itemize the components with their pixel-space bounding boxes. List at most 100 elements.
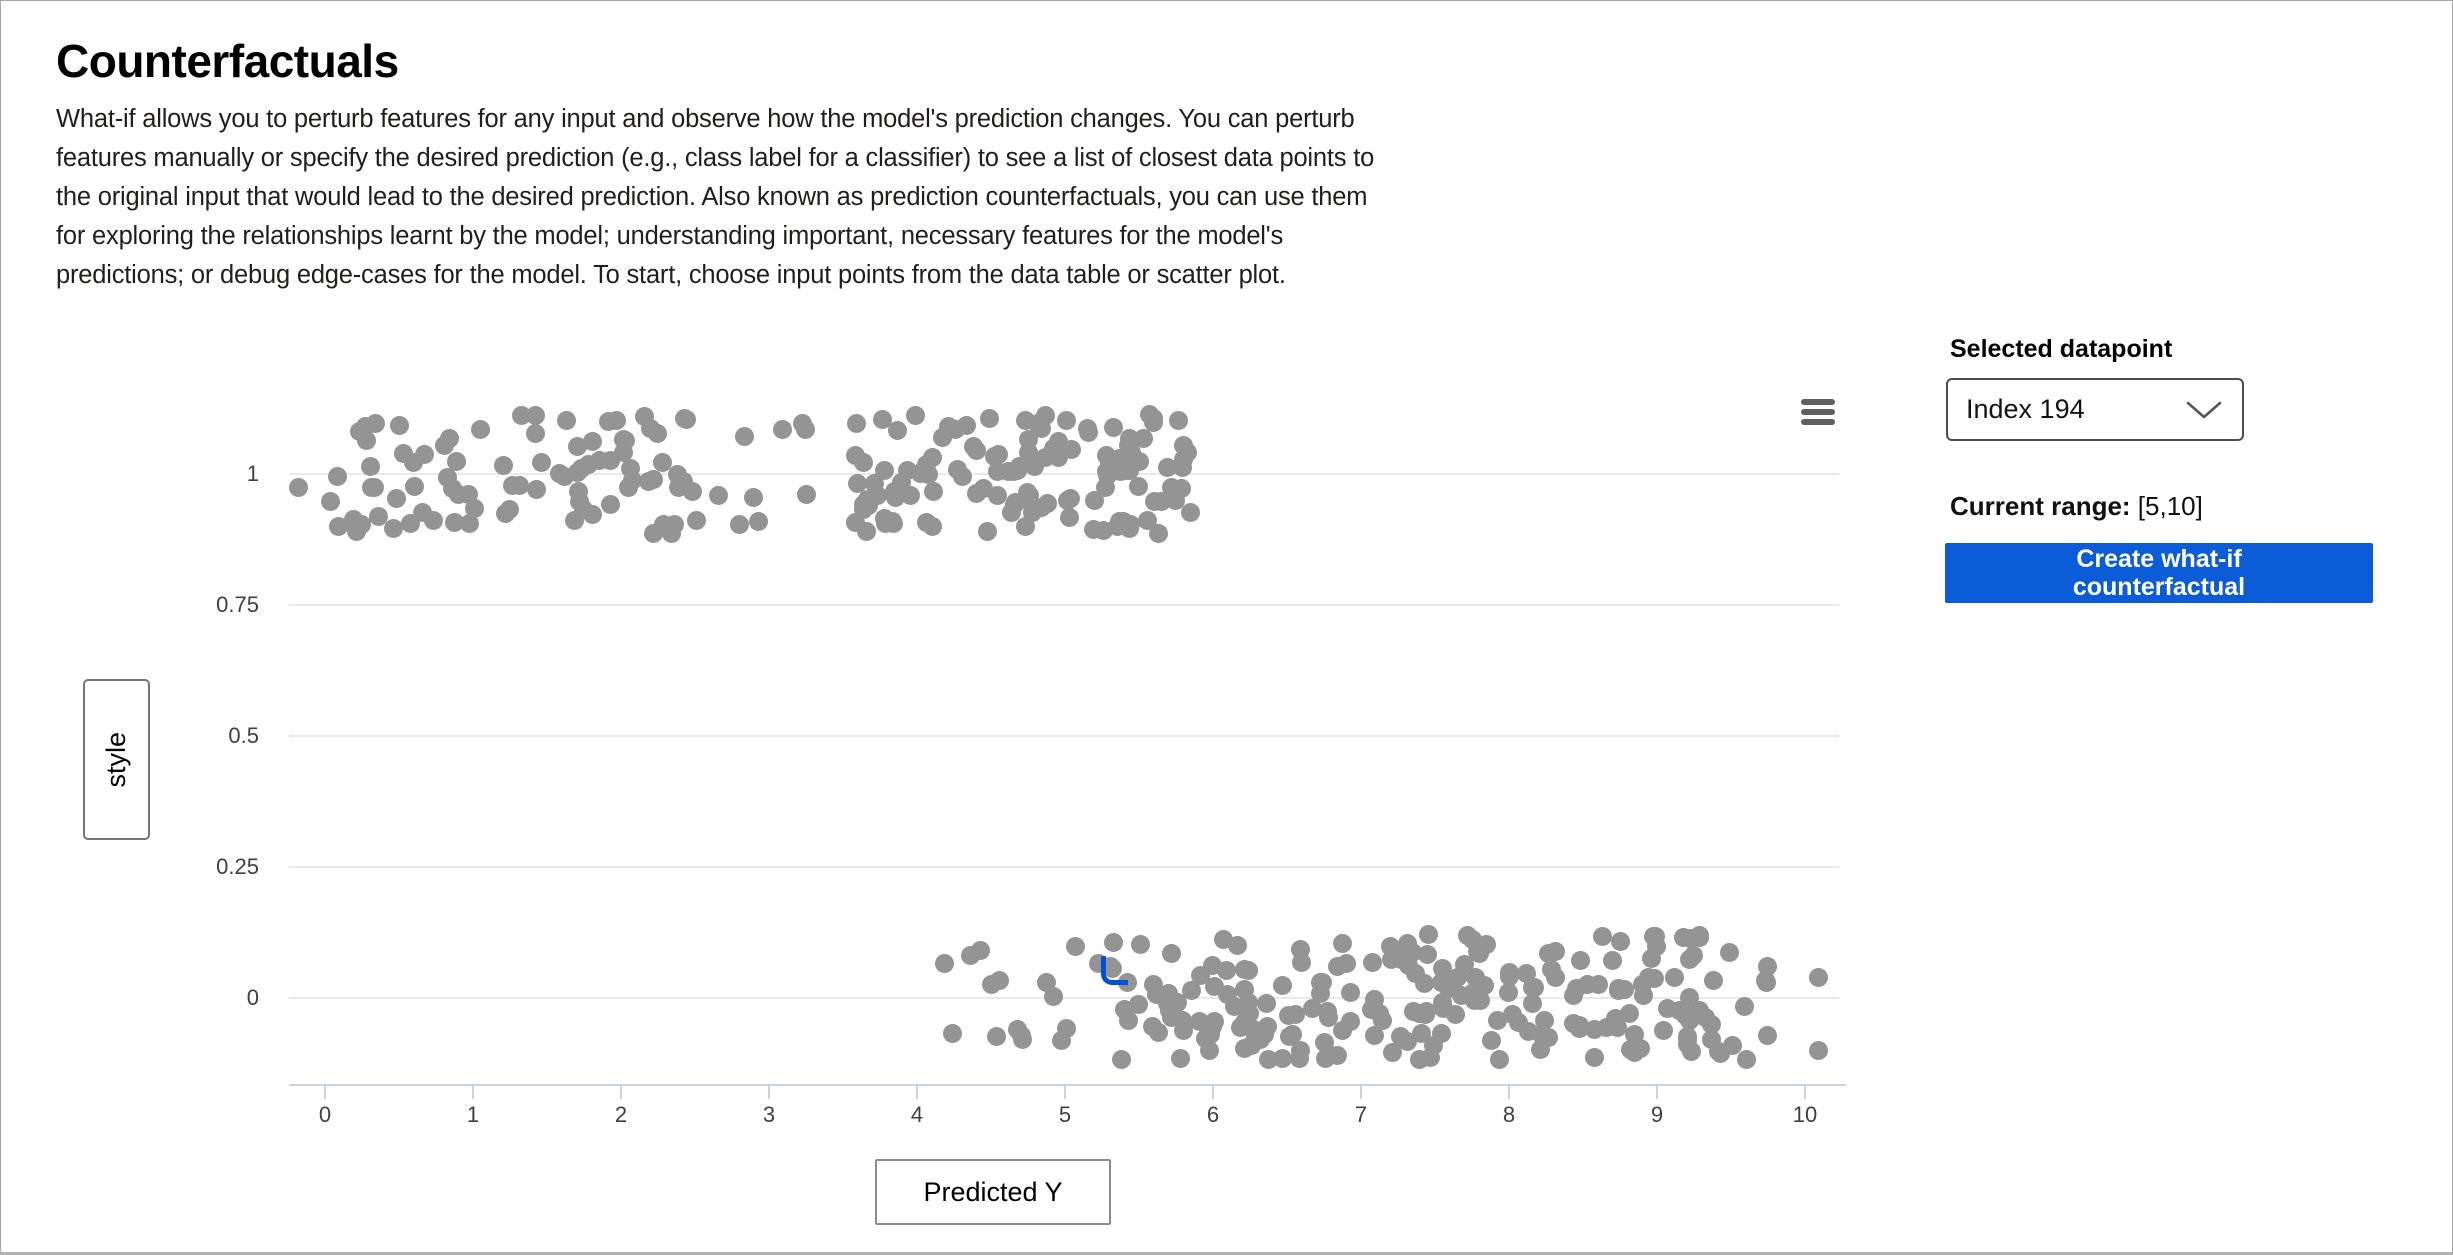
data-point[interactable] [875,461,895,481]
data-point[interactable] [1701,1014,1721,1034]
data-point[interactable] [1134,429,1154,449]
data-point[interactable] [1808,967,1828,987]
data-point[interactable] [567,436,587,456]
data-point[interactable] [1409,1049,1429,1069]
data-point[interactable] [1083,520,1103,540]
data-point[interactable] [526,405,546,425]
data-point[interactable] [532,453,552,473]
data-point[interactable] [1189,1012,1209,1032]
data-point[interactable] [1615,980,1635,1000]
data-point[interactable] [1466,968,1486,988]
data-point[interactable] [1272,976,1292,996]
data-point[interactable] [1116,461,1136,481]
data-point[interactable] [1403,943,1423,963]
data-point[interactable] [1217,961,1237,981]
data-point[interactable] [369,507,389,527]
data-point[interactable] [986,1026,1006,1046]
data-point[interactable] [1036,973,1056,993]
data-point[interactable] [923,448,943,468]
data-point[interactable] [1664,967,1684,987]
data-point[interactable] [989,971,1009,991]
data-point[interactable] [653,453,673,473]
y-axis-label-button[interactable]: style [83,679,150,840]
data-point[interactable] [565,510,585,530]
data-point[interactable] [1736,1049,1756,1069]
data-point[interactable] [1100,453,1120,473]
data-point[interactable] [1015,517,1035,537]
data-point[interactable] [1758,1026,1778,1046]
data-point[interactable] [1597,1018,1617,1038]
data-point[interactable] [1128,476,1148,496]
data-point[interactable] [1104,417,1124,437]
data-point[interactable] [1340,1012,1360,1032]
data-point[interactable] [1538,1028,1558,1048]
data-point[interactable] [1409,1004,1429,1024]
data-point[interactable] [1657,999,1677,1019]
data-point[interactable] [509,476,529,496]
data-point[interactable] [1181,502,1200,522]
data-point[interactable] [1018,430,1038,450]
data-point[interactable] [1457,926,1477,946]
data-point[interactable] [857,522,877,542]
data-point[interactable] [1290,1041,1310,1061]
data-point[interactable] [459,513,479,533]
data-point[interactable] [1432,992,1452,1012]
data-point[interactable] [1169,410,1189,430]
data-point[interactable] [1065,936,1085,956]
data-point[interactable] [550,463,570,483]
data-point[interactable] [1535,1010,1555,1030]
data-point[interactable] [499,499,519,519]
data-point[interactable] [948,460,968,480]
data-point[interactable] [859,495,878,515]
data-point[interactable] [445,512,465,532]
data-point[interactable] [1319,1008,1339,1028]
data-point[interactable] [1571,951,1591,971]
data-point[interactable] [1610,931,1630,951]
data-point[interactable] [677,409,697,429]
data-point[interactable] [734,427,754,447]
data-point[interactable] [1077,418,1097,438]
data-point[interactable] [1144,408,1164,428]
chart-menu-button[interactable] [1797,394,1839,430]
data-point[interactable] [1711,1043,1731,1063]
data-point[interactable] [1382,1043,1402,1063]
data-point[interactable] [1518,1021,1538,1041]
data-point[interactable] [1678,1030,1698,1050]
data-point[interactable] [1467,942,1487,962]
data-point[interactable] [989,445,1009,465]
data-point[interactable] [387,489,407,509]
x-axis-label-button[interactable]: Predicted Y [875,1159,1111,1225]
data-point[interactable] [1315,1049,1335,1069]
data-point[interactable] [1490,1050,1510,1070]
data-point[interactable] [888,420,908,440]
data-point[interactable] [1332,933,1352,953]
data-point[interactable] [1448,967,1468,987]
data-point[interactable] [978,522,998,542]
data-point[interactable] [434,435,454,455]
data-point[interactable] [1363,953,1383,973]
data-point[interactable] [792,414,812,434]
data-point[interactable] [964,437,984,457]
data-point[interactable] [1056,411,1076,431]
data-point[interactable] [709,485,729,505]
data-point[interactable] [414,445,434,465]
data-point[interactable] [1057,491,1077,511]
data-point[interactable] [1546,968,1566,988]
data-point[interactable] [598,411,618,431]
data-point[interactable] [601,495,621,515]
data-point[interactable] [1172,1011,1192,1031]
data-point[interactable] [1327,957,1347,977]
data-point[interactable] [922,517,942,537]
data-point[interactable] [1719,942,1739,962]
data-point[interactable] [1178,442,1198,462]
data-point[interactable] [1364,990,1384,1010]
data-point[interactable] [1108,516,1127,536]
create-whatif-counterfactual-button[interactable]: Create what-if counterfactual [1945,543,2373,603]
data-point[interactable] [1103,932,1123,952]
data-point[interactable] [847,414,867,433]
data-point[interactable] [1415,973,1435,993]
data-point[interactable] [876,513,896,533]
data-point[interactable] [1199,1041,1219,1061]
data-point[interactable] [848,474,868,494]
